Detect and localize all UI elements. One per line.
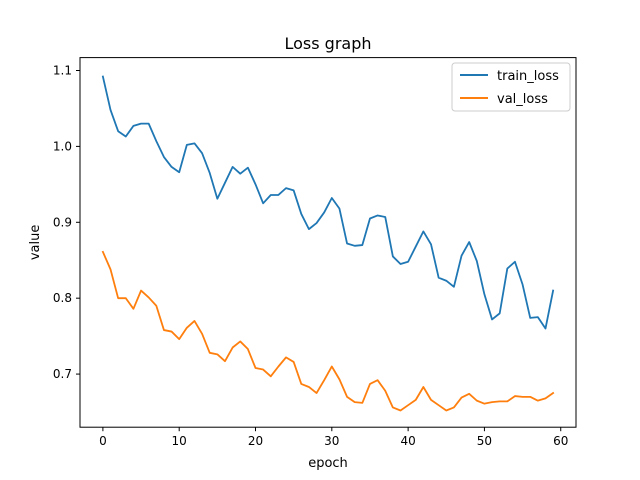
x-tick-label: 10 <box>172 434 187 448</box>
x-tick-label: 30 <box>324 434 339 448</box>
y-axis-ticks: 0.7 0.8 0.9 1.0 1.1 <box>53 64 80 381</box>
x-axis-ticks: 0 10 20 30 40 50 60 <box>99 427 568 448</box>
legend-label-val-loss: val_loss <box>497 92 548 107</box>
axes-frame <box>79 57 577 428</box>
y-tick-label: 0.7 <box>53 367 72 381</box>
x-tick-label: 20 <box>248 434 263 448</box>
y-tick-label: 0.8 <box>53 291 72 305</box>
y-axis-label: value <box>28 225 43 261</box>
y-tick-label: 0.9 <box>53 215 72 229</box>
series-line-train-loss <box>101 75 555 330</box>
y-tick-label: 1.1 <box>53 64 72 78</box>
y-tick-label: 1.0 <box>53 139 72 153</box>
x-tick-label: 50 <box>477 434 492 448</box>
x-tick-label: 40 <box>400 434 415 448</box>
plot-area <box>79 57 577 428</box>
x-tick-label: 60 <box>553 434 568 448</box>
legend: train_loss val_loss <box>451 62 571 112</box>
legend-label-train-loss: train_loss <box>497 69 559 84</box>
chart-title: Loss graph <box>284 34 371 53</box>
x-tick-label: 0 <box>99 434 107 448</box>
x-axis-label: epoch <box>308 456 348 471</box>
series-lines <box>101 75 555 412</box>
series-line-val-loss <box>101 250 555 412</box>
